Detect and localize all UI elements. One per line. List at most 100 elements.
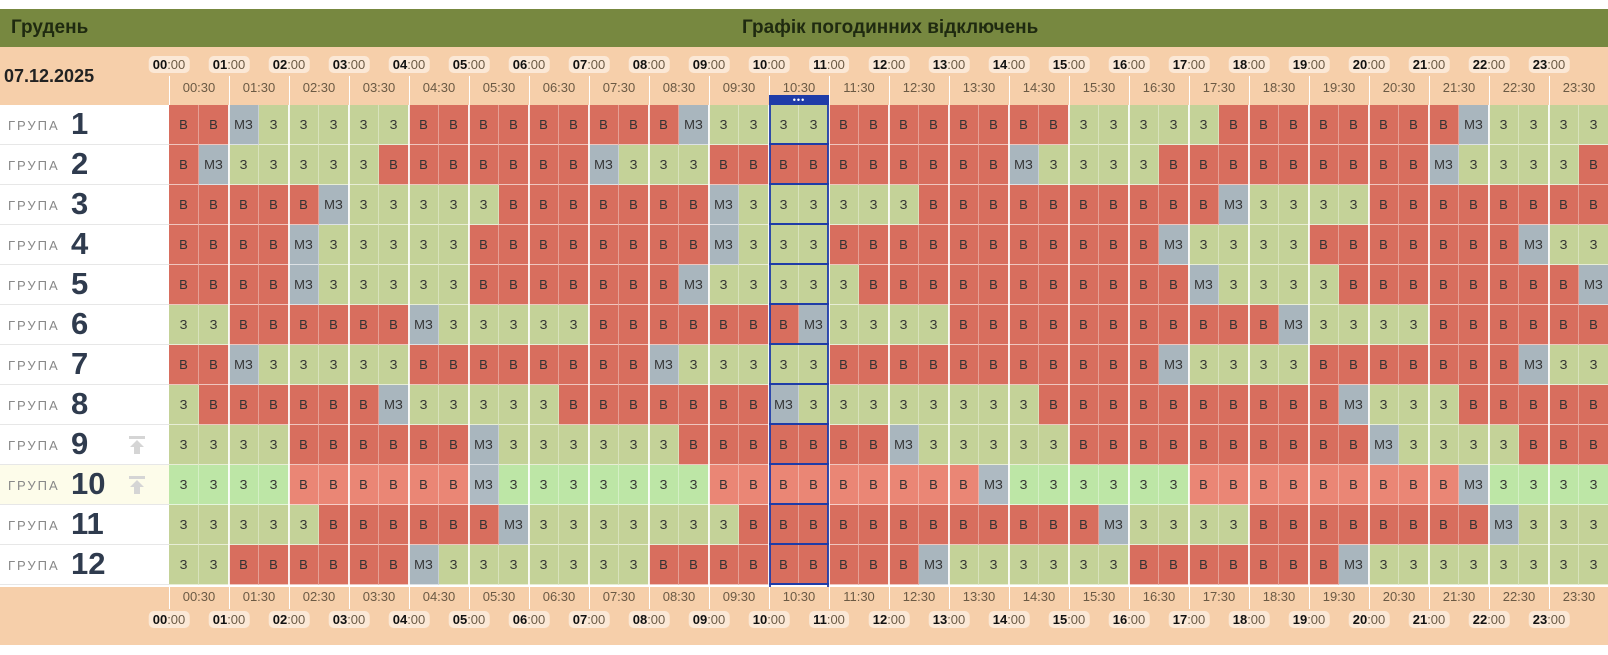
schedule-cell: З	[529, 545, 559, 585]
hour-separator	[648, 545, 650, 585]
group-number: 10	[71, 466, 106, 501]
schedule-cell: В	[949, 265, 979, 305]
schedule-cell: З	[1519, 105, 1549, 145]
schedule-cell: В	[1579, 185, 1608, 225]
half-label: 22:30	[1502, 589, 1536, 604]
schedule-cell: З	[529, 305, 559, 345]
schedule-cell: В	[1519, 185, 1549, 225]
schedule-cell: В	[1459, 185, 1489, 225]
schedule-cell: З	[169, 465, 199, 505]
schedule-cell: В	[889, 225, 919, 265]
hour-separator	[1188, 265, 1190, 305]
schedule-cell: З	[919, 425, 949, 465]
current-time-row-line	[769, 263, 829, 265]
schedule-cell: В	[709, 545, 739, 585]
hour-separator	[948, 505, 950, 545]
schedule-cell: В	[1369, 265, 1399, 305]
hour-label: 16:00	[1108, 611, 1150, 628]
hour-separator	[1188, 545, 1190, 585]
group-row: ГРУПА 12 З З В В В В В В МЗ З З З З З З З В В В В В В В В В МЗ З З З З З…	[0, 545, 1608, 585]
hour-separator	[1308, 345, 1310, 385]
schedule-cell: З	[769, 345, 799, 385]
schedule-cell: В	[649, 305, 679, 345]
hour-separator	[1488, 225, 1490, 265]
schedule-cell: В	[1369, 505, 1399, 545]
schedule-cell: В	[859, 145, 889, 185]
hour-separator	[588, 425, 590, 465]
hour-separator	[1008, 425, 1010, 465]
hour-tick	[289, 76, 290, 105]
hour-separator	[1188, 145, 1190, 185]
half-label: 00:30	[182, 80, 216, 95]
schedule-cell: В	[229, 305, 259, 345]
schedule-cell: В	[379, 545, 409, 585]
hour-separator	[1548, 345, 1550, 385]
schedule-cell: З	[349, 225, 379, 265]
schedule-cell: З	[559, 465, 589, 505]
schedule-cell: В	[679, 545, 709, 585]
hour-separator	[1008, 265, 1010, 305]
schedule-cell: В	[529, 145, 559, 185]
hour-separator	[1008, 465, 1010, 505]
hour-separator	[1488, 505, 1490, 545]
current-time-row-line	[769, 583, 829, 585]
half-label: 03:30	[362, 80, 396, 95]
hour-tick	[1429, 76, 1430, 105]
schedule-cell: З	[169, 545, 199, 585]
hour-tick	[889, 587, 890, 609]
schedule-cell: З	[889, 385, 919, 425]
schedule-cell: З	[199, 305, 229, 345]
schedule-cell: З	[1579, 545, 1608, 585]
schedule-cell: В	[529, 105, 559, 145]
hour-separator	[1428, 545, 1430, 585]
schedule-cell: В	[319, 465, 349, 505]
schedule-cell: В	[1249, 145, 1279, 185]
half-label: 08:30	[662, 589, 696, 604]
schedule-cell: В	[1339, 505, 1369, 545]
schedule-cell: В	[589, 305, 619, 345]
hour-separator	[948, 305, 950, 345]
hour-separator	[1428, 305, 1430, 345]
schedule-cell: В	[199, 265, 229, 305]
group-word: ГРУПА	[8, 478, 60, 493]
hour-separator	[708, 145, 710, 185]
schedule-cell: В	[379, 145, 409, 185]
hour-separator	[828, 105, 830, 145]
schedule-cell: В	[1489, 305, 1519, 345]
schedule-cell: З	[529, 505, 559, 545]
hour-separator	[468, 145, 470, 185]
hour-separator	[1368, 265, 1370, 305]
date-label: 07.12.2025	[4, 66, 95, 86]
hour-separator	[408, 225, 410, 265]
hour-separator	[588, 545, 590, 585]
hour-separator	[408, 145, 410, 185]
hour-separator	[828, 385, 830, 425]
schedule-cell: З	[1279, 225, 1309, 265]
hour-separator	[408, 465, 410, 505]
hour-separator	[288, 465, 290, 505]
hour-separator	[528, 145, 530, 185]
schedule-cell: З	[649, 505, 679, 545]
schedule-cell: МЗ	[289, 225, 319, 265]
schedule-cell: МЗ	[889, 425, 919, 465]
schedule-cell: МЗ	[409, 545, 439, 585]
schedule-cell: З	[1399, 385, 1429, 425]
hour-separator	[1188, 465, 1190, 505]
hour-separator	[348, 465, 350, 505]
schedule-cell: З	[319, 145, 349, 185]
schedule-cell: В	[1189, 465, 1219, 505]
schedule-cell: В	[1249, 505, 1279, 545]
hour-separator	[528, 545, 530, 585]
schedule-cell: В	[1159, 425, 1189, 465]
schedule-cell: В	[1309, 385, 1339, 425]
schedule-cell: В	[1309, 465, 1339, 505]
hour-separator	[888, 505, 890, 545]
schedule-cell: З	[349, 145, 379, 185]
hour-separator	[1368, 305, 1370, 345]
hour-label: 10:00	[748, 611, 790, 628]
schedule-cell: В	[289, 185, 319, 225]
hour-separator	[1068, 265, 1070, 305]
schedule-cell: В	[169, 105, 199, 145]
schedule-cell: З	[1369, 305, 1399, 345]
hour-separator	[1428, 185, 1430, 225]
